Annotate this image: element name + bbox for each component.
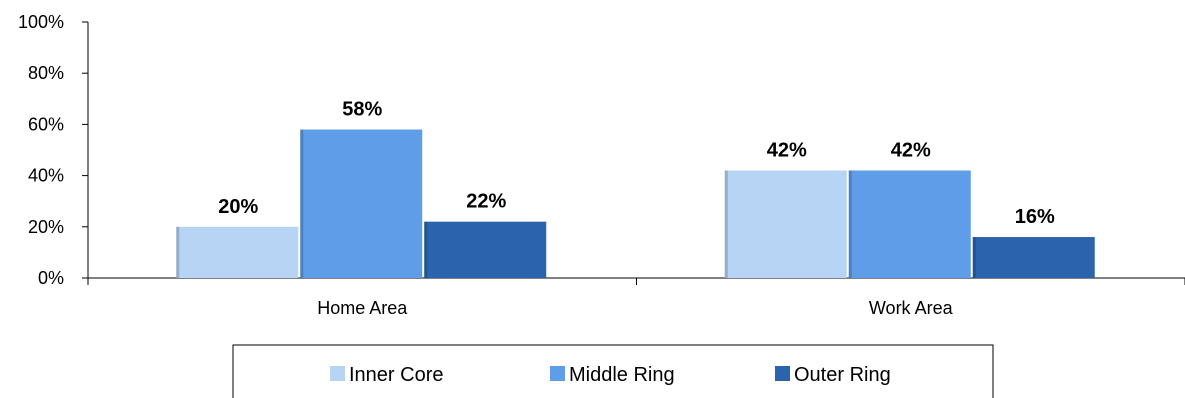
legend-label: Outer Ring [794, 364, 891, 386]
legend-swatch [330, 366, 345, 381]
data-label: 20% [218, 196, 258, 218]
y-tick-label: 60% [28, 114, 64, 134]
bar-edge-shade [424, 221, 428, 278]
bars [176, 129, 1095, 278]
data-label: 22% [466, 191, 506, 213]
x-category-label: Work Area [869, 298, 954, 318]
bar [724, 170, 847, 278]
data-labels: 20% 58% 22% 42% 42% 16% [218, 99, 1055, 229]
legend-swatch [550, 366, 565, 381]
y-tick-label: 100% [18, 12, 64, 32]
bar [424, 221, 547, 278]
bar-edge-shade [972, 237, 976, 278]
legend-swatch [775, 366, 790, 381]
legend-label: Inner Core [349, 364, 444, 386]
legend: Inner Core Middle Ring Outer Ring [232, 344, 994, 398]
legend-label: Middle Ring [569, 364, 675, 386]
y-axis: 0% 20% 40% 60% 80% 100% [18, 12, 89, 288]
y-tick-label: 80% [28, 63, 64, 83]
y-tick-label: 0% [38, 268, 64, 288]
bar-edge-shade [176, 226, 180, 278]
data-label: 42% [767, 139, 807, 161]
bar [848, 170, 971, 278]
x-axis: Home Area Work Area [87, 277, 1185, 318]
bar-edge-shade [300, 129, 304, 278]
bar [176, 226, 299, 278]
bar [972, 237, 1095, 278]
x-category-label: Home Area [317, 298, 408, 318]
bar-edge-shade [848, 170, 852, 278]
data-label: 58% [342, 99, 382, 121]
data-label: 42% [891, 139, 931, 161]
y-tick-label: 40% [28, 166, 64, 186]
data-label: 16% [1015, 206, 1055, 228]
bar [300, 129, 423, 278]
bar-edge-shade [724, 170, 728, 278]
legend-box [232, 344, 994, 398]
y-tick-label: 20% [28, 217, 64, 237]
